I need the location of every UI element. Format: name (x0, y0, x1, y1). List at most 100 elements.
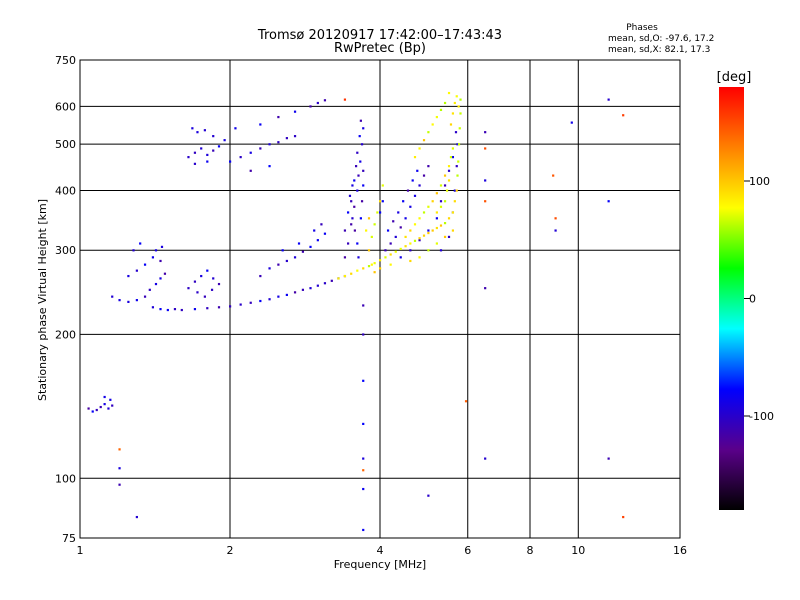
data-point-o (362, 333, 365, 336)
data-point-o (439, 200, 443, 203)
y-tick-label: 600 (55, 100, 76, 113)
data-point-o (118, 299, 121, 302)
data-point-x (447, 217, 451, 220)
data-point-x (413, 223, 417, 226)
data-point-o (362, 184, 365, 187)
data-point-o (330, 279, 333, 282)
data-point-o (309, 105, 312, 108)
data-point-o (356, 151, 359, 154)
data-point-o (362, 457, 365, 460)
data-point-x (453, 200, 456, 203)
data-point-x (451, 147, 455, 150)
data-point-x (457, 143, 461, 146)
data-point-o (135, 299, 138, 302)
data-point-x (443, 174, 447, 177)
data-point-x (370, 263, 373, 266)
data-point-o (399, 226, 402, 229)
grid (80, 60, 680, 538)
legend-line-o: mean, sd,O: -97.6, 17.2 (608, 34, 714, 44)
data-point-o (103, 395, 106, 399)
data-point-o (362, 127, 365, 130)
chart-subtitle: RwPretec (Bp) (334, 41, 426, 56)
data-point-x (458, 127, 461, 130)
colorbar-tick-label: 0 (749, 293, 756, 306)
colorbar-label: [deg] (717, 70, 752, 85)
data-point-x (447, 179, 451, 182)
data-point-o (362, 169, 365, 172)
colorbar-tick-label: 100 (749, 175, 770, 188)
data-point-o (223, 139, 226, 142)
data-point-x (431, 123, 434, 126)
data-point-o (357, 174, 360, 177)
data-point-other (484, 200, 487, 203)
data-point-o (297, 242, 301, 245)
data-point-o (439, 249, 443, 252)
data-point-o (206, 160, 209, 163)
data-point-x (404, 235, 407, 239)
data-point-x (422, 234, 426, 237)
data-point-o (285, 293, 288, 297)
data-point-o (356, 242, 359, 245)
data-point-o (212, 149, 215, 152)
data-point-o (229, 305, 232, 308)
y-tick-label: 200 (55, 328, 76, 341)
data-point-o (443, 184, 447, 187)
data-point-o (484, 457, 487, 460)
data-point-o (127, 274, 130, 278)
data-point-o (135, 515, 138, 519)
data-point-other (118, 448, 121, 451)
legend-line-x: mean, sd,X: 82.1, 17.3 (608, 45, 710, 55)
data-point-other (552, 174, 555, 177)
data-point-o (394, 235, 397, 239)
x-tick-label: 1 (77, 544, 84, 557)
x-tick-label: 2 (227, 544, 234, 557)
data-point-o (293, 110, 297, 113)
data-point-o (456, 143, 459, 146)
data-point-o (309, 287, 312, 290)
data-point-o (151, 306, 155, 309)
data-point-o (293, 256, 297, 259)
data-point-o (435, 217, 438, 220)
data-point-x (373, 262, 376, 265)
data-point-o (132, 249, 135, 252)
data-point-x (343, 274, 347, 278)
data-point-o (249, 301, 252, 304)
data-point-x (418, 217, 421, 220)
x-tick-label: 16 (673, 544, 687, 557)
data-point-o (277, 295, 280, 298)
data-point-o (360, 200, 364, 203)
data-point-x (435, 115, 438, 119)
x-tick-label: 10 (571, 544, 585, 557)
data-point-o (418, 239, 421, 242)
data-point-o (313, 229, 316, 232)
data-point-o (350, 223, 353, 226)
data-point-o (118, 467, 121, 470)
y-tick-label: 500 (55, 138, 76, 151)
y-tick-label: 300 (55, 244, 76, 257)
data-point-x (453, 101, 456, 105)
data-point-x (435, 211, 438, 214)
data-point-o (404, 217, 407, 220)
data-point-o (193, 162, 197, 165)
data-point-o (359, 119, 362, 122)
data-point-x (381, 184, 384, 187)
y-tick-label: 75 (62, 532, 76, 545)
y-tick-label: 750 (55, 54, 76, 67)
data-point-o (203, 295, 206, 298)
data-point-x (379, 200, 382, 203)
y-axis-label: Stationary phase Virtual Height [km] (36, 199, 49, 401)
data-point-o (409, 249, 412, 252)
data-point-o (323, 232, 327, 235)
data-point-o (259, 147, 262, 150)
data-point-x (367, 249, 371, 252)
data-point-o (118, 483, 121, 486)
data-point-x (445, 189, 449, 192)
data-point-o (386, 229, 390, 232)
data-point-x (373, 223, 376, 226)
data-point-o (160, 245, 164, 248)
data-point-other (362, 469, 365, 472)
data-point-x (379, 267, 382, 270)
data-point-o (350, 200, 353, 203)
data-point-x (435, 192, 438, 195)
data-point-o (451, 156, 455, 159)
